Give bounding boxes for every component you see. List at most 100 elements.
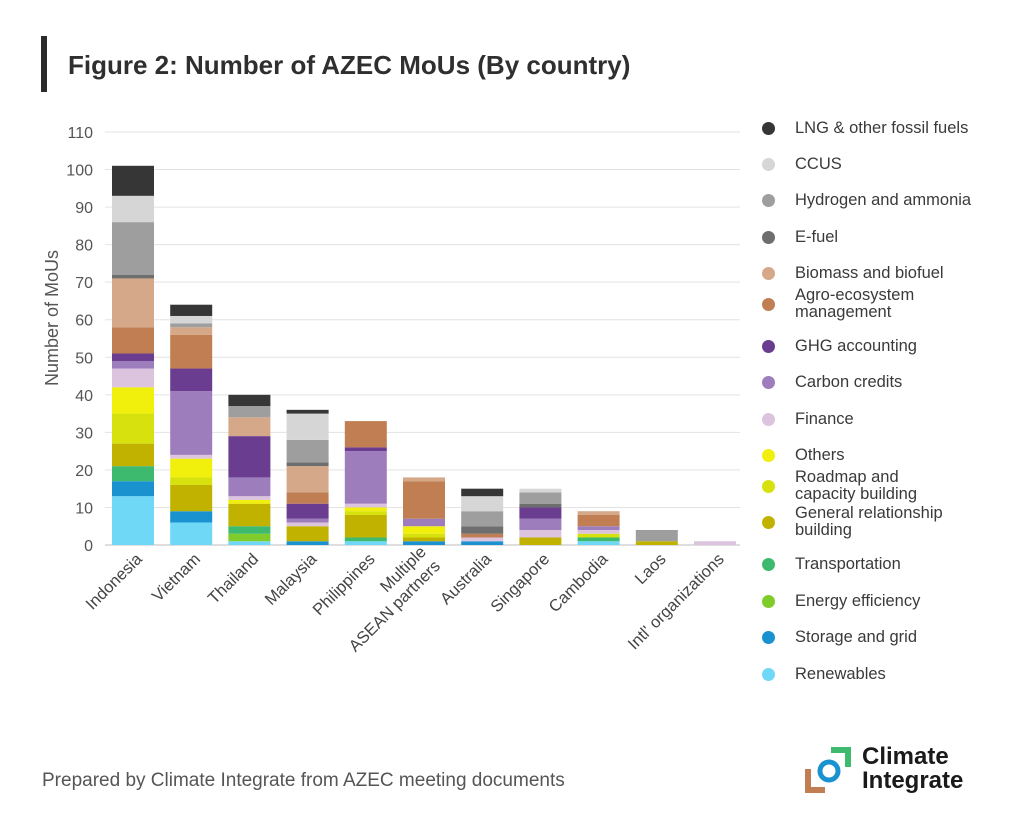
legend-swatch	[762, 157, 775, 171]
bar-segment	[286, 413, 329, 440]
y-tick-label: 30	[75, 425, 93, 442]
legend-swatch	[762, 631, 775, 645]
bar-segment	[635, 529, 678, 542]
legend-swatch	[762, 479, 775, 493]
bar-segment	[519, 518, 562, 530]
legend-item: Transportation	[762, 551, 1005, 579]
bar-segment	[344, 503, 387, 508]
legend-item: GHG accounting	[762, 332, 1005, 360]
legend-label: Biomass and biofuel	[795, 264, 944, 283]
bar-segment	[170, 522, 213, 545]
bar-segment	[403, 481, 445, 519]
legend-label: CCUS	[795, 154, 842, 173]
climate-integrate-logo: Climate Integrate	[801, 743, 1001, 799]
bar-segment	[170, 458, 213, 478]
legend-label: Others	[795, 446, 845, 465]
legend-swatch	[762, 339, 775, 353]
legend-swatch	[762, 667, 775, 681]
legend-label: Roadmap and capacity building	[795, 468, 917, 503]
legend-label: Renewables	[795, 664, 886, 683]
bar-segment	[228, 406, 271, 418]
x-tick-label: Cambodia	[546, 550, 612, 616]
bar-segment	[461, 537, 504, 542]
bar-segment	[228, 503, 271, 527]
x-tick-label: Laos	[632, 550, 670, 588]
y-tick-label: 100	[66, 163, 93, 180]
legend-item: LNG & other fossil fuels	[762, 114, 1005, 142]
x-tick-label: Indonesia	[82, 550, 146, 614]
bar-segment	[403, 533, 445, 538]
legend-item: General relationship building	[762, 504, 1005, 540]
bar-segment	[461, 511, 504, 527]
logo-word-2: Integrate	[862, 767, 964, 794]
bar-segment	[344, 421, 387, 448]
legend-label: Energy efficiency	[795, 591, 921, 610]
bar-segment	[286, 522, 329, 527]
y-tick-label: 80	[75, 238, 93, 255]
bar-segment	[228, 526, 271, 534]
bar-segment	[112, 413, 154, 444]
bar-segment	[112, 368, 154, 388]
bar-segment	[577, 514, 620, 527]
bar-segment	[286, 439, 329, 463]
bar-segment	[344, 514, 387, 538]
y-tick-label: 90	[75, 200, 93, 217]
bar-segment	[112, 353, 154, 362]
bar-segment	[577, 529, 620, 534]
bar-segment	[577, 537, 620, 542]
legend-swatch	[762, 412, 775, 426]
legend-swatch	[762, 558, 775, 572]
bar-segment	[112, 387, 154, 414]
legend-label: Hydrogen and ammonia	[795, 191, 972, 210]
bar-segment	[170, 484, 213, 512]
legend-item: E-fuel	[762, 223, 1005, 251]
bar-segment	[403, 477, 445, 482]
bar-segment	[112, 327, 154, 354]
bar-segment	[577, 533, 620, 538]
bar-segment	[519, 492, 562, 504]
legend-swatch	[762, 121, 775, 135]
y-tick-label: 50	[75, 350, 93, 367]
bar-segment	[286, 541, 329, 545]
bar-segment	[170, 315, 213, 324]
bar-segment	[170, 511, 213, 523]
x-axis-labels: Indonesia Vietnam Thailand MalaysiaPhilippi…	[82, 543, 727, 655]
bar-segment	[170, 477, 213, 485]
bar-segment	[112, 481, 154, 497]
y-tick-label: 0	[84, 538, 93, 555]
bar-segment	[170, 391, 213, 455]
page-title: Figure 2: Number of AZEC MoUs (By countr…	[68, 50, 631, 80]
bar-segment	[461, 541, 504, 545]
bar-segment	[286, 526, 329, 542]
bar-segment	[112, 443, 154, 467]
bar-segment	[577, 511, 620, 515]
source-note: Prepared by Climate Integrate from AZEC …	[42, 770, 565, 791]
bar-segment	[519, 503, 562, 508]
bar-segment	[170, 454, 213, 459]
bar-segment	[228, 477, 271, 497]
legend-swatch	[762, 594, 775, 608]
x-tick-label: MultipleASEAN partners	[331, 543, 443, 655]
legend-item: Biomass and biofuel	[762, 260, 1005, 288]
bar-segment	[519, 507, 562, 519]
y-tick-label: 60	[75, 313, 93, 330]
bar-segment	[344, 451, 387, 504]
legend-label: LNG & other fossil fuels	[795, 118, 969, 137]
bar-segment	[228, 436, 271, 478]
bar-segment	[170, 368, 213, 392]
x-tick-label: Australia	[437, 550, 496, 609]
bar-segment	[228, 394, 271, 407]
bar-segment	[519, 488, 562, 493]
legend-label: E-fuel	[795, 227, 839, 246]
legend-label: Transportation	[795, 555, 901, 574]
legend-label: General relationship building	[795, 504, 943, 540]
bar-segment	[461, 526, 504, 534]
legend-label: Agro-ecosystem management	[795, 286, 915, 321]
legend-label: Storage and grid	[795, 628, 918, 647]
bar-segment	[403, 537, 445, 542]
bar-segment	[286, 503, 329, 519]
bar-segment	[519, 529, 562, 538]
bar-segment	[112, 496, 154, 545]
logo-wordmark: Climate Integrate	[862, 745, 963, 793]
logo-mark-icon	[805, 747, 851, 793]
